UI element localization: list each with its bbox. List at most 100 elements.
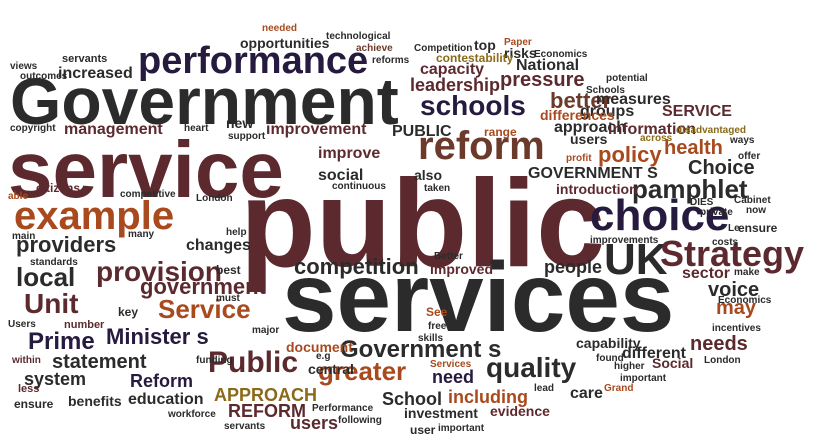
word-standards: standards (30, 257, 78, 268)
word-costs: costs (712, 237, 739, 248)
word-minister-s: Minister s (106, 324, 209, 349)
word-also: also (414, 167, 443, 183)
word-funding: funding (196, 355, 233, 366)
word-make: make (734, 267, 760, 278)
word-national: National (516, 57, 580, 74)
word-reforms: reforms (372, 55, 410, 66)
word-strategy: Strategy (660, 233, 805, 274)
word-voice: voice (708, 279, 760, 301)
word-performance: Performance (312, 403, 374, 414)
word-number: number (64, 319, 105, 331)
word-le: Le (728, 223, 740, 234)
word-many: many (128, 229, 155, 240)
word-taken: taken (424, 183, 451, 194)
word-statement: statement (52, 351, 147, 373)
word-reform: reform (418, 124, 545, 168)
word-schools: Schools (586, 85, 625, 96)
word-school: School (382, 389, 443, 409)
word-outcomes: outcomes (20, 71, 68, 82)
word-management: management (64, 121, 163, 138)
word-service: Service (158, 294, 251, 324)
word-social: social (318, 167, 364, 184)
word-pressure: pressure (500, 69, 585, 91)
word-public: Public (208, 346, 299, 379)
word-offer: offer (738, 151, 761, 162)
word-profit: profit (566, 153, 592, 164)
word-user: user (410, 423, 436, 437)
word-uk: UK (604, 235, 668, 284)
word-sector: sector (682, 265, 731, 282)
word-benefits: benefits (68, 393, 122, 409)
word-users-mid: users (570, 131, 608, 147)
word-groups: groups (580, 103, 635, 120)
word-top: top (474, 37, 496, 53)
word-public: PUBLIC (392, 123, 452, 140)
word-system: system (24, 369, 87, 389)
word-ensure-right: ensure (738, 221, 778, 235)
word-continuous: continuous (332, 181, 386, 192)
word-increased: increased (58, 65, 133, 82)
word-free: free (428, 321, 447, 332)
word-services: services (282, 242, 675, 352)
word-users: Users (8, 319, 36, 330)
word-found: found (596, 353, 624, 364)
word-measures: measures (596, 91, 671, 108)
word-lead: lead (534, 383, 555, 394)
word-service: SERVICE (662, 103, 732, 120)
word-now: now (746, 205, 766, 216)
word-views: views (10, 61, 38, 72)
word-main: main (12, 231, 36, 242)
word-servants-top: servants (62, 53, 108, 65)
word-users-bottom: users (290, 413, 339, 433)
word-servants-bottom: servants (224, 421, 266, 432)
word-public: public (240, 155, 606, 293)
word-potential: potential (606, 73, 648, 84)
word-government-s: Government s (340, 336, 502, 363)
word-e-g: e.g (316, 351, 331, 362)
word-social: Social (652, 355, 694, 371)
word-quality: quality (486, 352, 577, 383)
word-education: education (128, 391, 204, 408)
word-ensure-bottom: ensure (14, 397, 54, 411)
word-grand: Grand (604, 383, 634, 394)
word-competition: competition (294, 254, 419, 279)
word-example: example (14, 194, 175, 238)
word-improve: improve (318, 145, 381, 162)
word-heart: heart (184, 123, 209, 134)
word-document: document (286, 339, 353, 355)
word-performance: performance (138, 40, 369, 82)
word-capacity: capacity (420, 61, 485, 78)
word-need: need (432, 367, 475, 387)
word-needed: needed (262, 23, 298, 34)
word-approach: APPROACH (214, 385, 318, 405)
word-choice: choice (590, 191, 730, 240)
word-incentives: incentives (712, 323, 761, 334)
word-range: range (484, 125, 517, 139)
word-paper: Paper (504, 37, 532, 48)
word-services-small: Services (430, 359, 472, 370)
word-central: central (308, 361, 354, 377)
word-differences: differences (540, 107, 615, 123)
word-dies: DIES (690, 197, 714, 208)
word-better: better (550, 88, 612, 113)
word-schools: schools (420, 90, 526, 121)
word-best: best (216, 263, 241, 277)
word-care: care (570, 385, 603, 402)
word-leadership: leadership (410, 75, 501, 95)
word-better: Better (434, 251, 463, 262)
word-see-lower: See (426, 305, 448, 319)
word-higher: higher (614, 361, 645, 372)
word-must: must (216, 293, 240, 304)
word-cabinet: Cabinet (734, 195, 771, 206)
word-reform: Reform (130, 371, 194, 391)
word-key: key (118, 305, 139, 319)
word-health: health (664, 137, 723, 159)
word-providers: providers (16, 232, 117, 257)
word-important-bottom: important (438, 423, 485, 434)
word-economics-right: Economics (718, 295, 772, 306)
word-information: information (608, 121, 696, 138)
word-including: including (448, 387, 528, 407)
word-government: Government (10, 64, 399, 138)
word-technological: technological (326, 31, 391, 42)
word-improvement: improvement (266, 121, 367, 138)
